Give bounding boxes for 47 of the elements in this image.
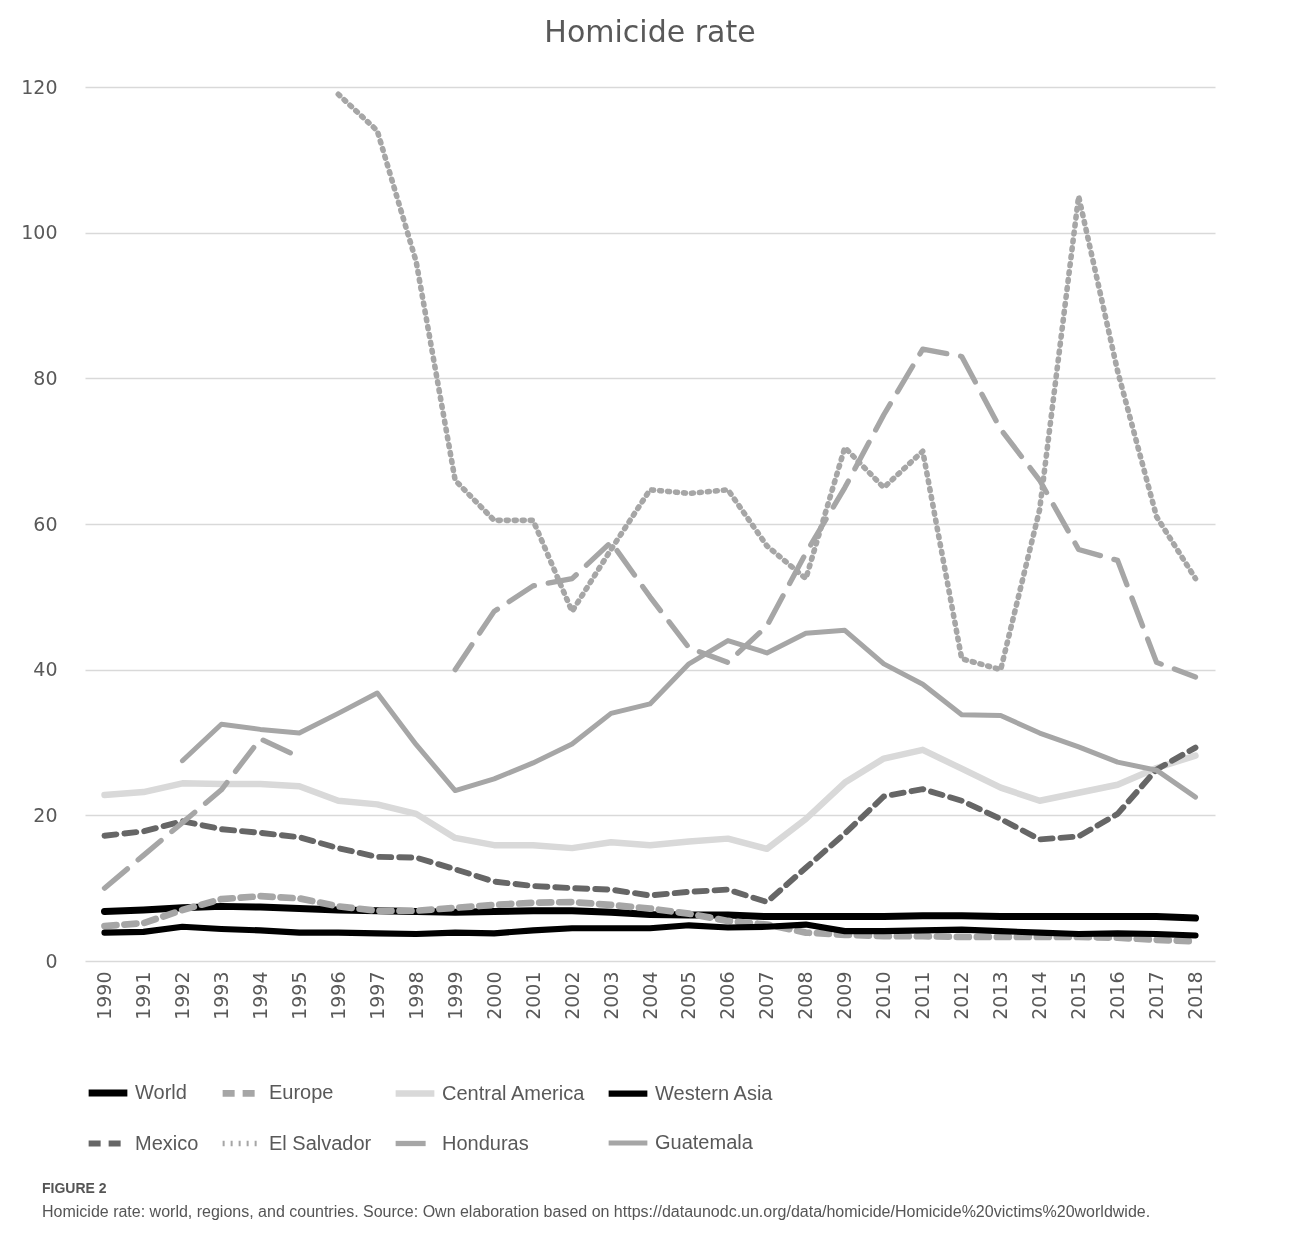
x-tick-label: 1991 <box>131 971 154 1020</box>
x-tick-label: 2014 <box>1028 971 1051 1020</box>
x-tick-label: 2002 <box>560 971 583 1020</box>
x-tick-label: 2006 <box>716 971 739 1020</box>
legend-label: World <box>135 1081 187 1103</box>
y-tick-label: 0 <box>45 949 58 972</box>
x-tick-label: 2004 <box>638 971 661 1020</box>
x-tick-label: 1997 <box>365 971 388 1020</box>
x-tick-label: 2000 <box>482 971 505 1020</box>
x-tick-label: 1993 <box>209 971 232 1020</box>
x-tick-label: 2009 <box>833 971 856 1020</box>
legend-label: Guatemala <box>655 1131 754 1153</box>
x-tick-label: 1992 <box>170 971 193 1020</box>
legend-label: Europe <box>269 1081 334 1104</box>
x-tick-label: 2018 <box>1184 971 1207 1020</box>
legend-label: El Salvador <box>269 1131 372 1154</box>
x-tick-label: 2015 <box>1067 971 1090 1020</box>
y-tick-label: 60 <box>33 512 58 535</box>
chart-title: Homicide rate <box>544 14 756 49</box>
x-tick-label: 2007 <box>755 971 778 1020</box>
x-tick-label: 2011 <box>911 971 934 1020</box>
text: Homicide rate: world, regions, and countries. Source: Own elaboration based on https://dataunodc.un.org/data/homicide/Homicide%20victims%20worldwide. <box>42 1202 1152 1222</box>
y-tick-label: 120 <box>21 75 58 98</box>
y-tick-label: 20 <box>33 803 58 826</box>
x-tick-label: 1990 <box>92 971 115 1020</box>
y-tick-label: 100 <box>21 221 58 244</box>
legend-label: Western Asia <box>655 1081 774 1104</box>
x-tick-label: 2005 <box>677 971 700 1020</box>
x-tick-label: 2003 <box>599 971 622 1020</box>
x-tick-label: 2010 <box>872 971 895 1020</box>
x-tick-label: 2017 <box>1145 971 1168 1020</box>
x-tick-label: 2008 <box>794 971 817 1020</box>
legend-label: Central America <box>442 1081 586 1104</box>
x-tick-label: 2013 <box>989 971 1012 1020</box>
y-tick-label: 40 <box>33 658 58 681</box>
legend-label: Honduras <box>442 1131 529 1154</box>
x-tick-label: 1999 <box>443 971 466 1020</box>
legend-label: Mexico <box>135 1131 199 1154</box>
x-tick-label: 1996 <box>326 971 349 1020</box>
x-tick-label: 2012 <box>950 971 973 1020</box>
caption: FIGURE 2 <box>42 1180 108 1196</box>
y-tick-label: 80 <box>33 366 58 389</box>
x-tick-label: 2001 <box>521 971 544 1020</box>
x-tick-label: 1995 <box>287 971 310 1020</box>
x-tick-label: 1998 <box>404 971 427 1020</box>
x-tick-label: 2016 <box>1106 971 1129 1020</box>
x-tick-label: 1994 <box>248 971 271 1020</box>
